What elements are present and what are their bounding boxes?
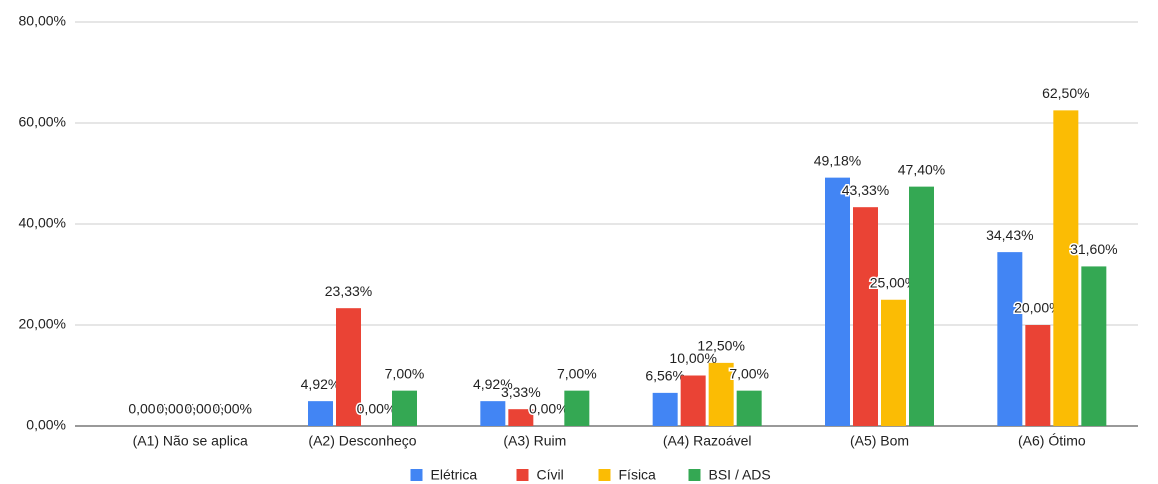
bar [708, 362, 734, 426]
x-tick-label: (A2) Desconheço [308, 433, 416, 449]
value-label: 7,00% [385, 365, 425, 381]
value-label: 62,50% [1042, 85, 1089, 101]
bar [736, 390, 762, 426]
legend-swatch [410, 469, 423, 481]
legend-swatch [688, 469, 701, 481]
bar [825, 177, 850, 426]
bar [480, 401, 506, 426]
y-tick-label: 60,00% [19, 114, 66, 130]
value-label: 0,00% [529, 401, 569, 417]
bar [997, 252, 1023, 426]
legend-label: BSI / ADS [709, 467, 771, 483]
value-label: 10,00% [669, 350, 716, 366]
y-tick-label: 40,00% [19, 215, 66, 231]
x-tick-label: (A1) Não se aplica [133, 433, 248, 449]
bar [564, 390, 590, 426]
value-label: 7,00% [729, 365, 769, 381]
value-label: 0,00% [357, 401, 397, 417]
bar [1053, 110, 1079, 426]
y-tick-label: 0,00% [26, 417, 66, 433]
y-tick-label: 80,00% [19, 13, 66, 29]
legend-label: Física [619, 467, 657, 483]
bar [308, 401, 333, 426]
bar [909, 186, 934, 426]
value-label: 43,33% [842, 182, 889, 198]
x-tick-label: (A5) Bom [850, 433, 909, 449]
value-label: 0,00% [212, 401, 252, 417]
legend-swatch [598, 469, 611, 481]
value-label: 20,00% [1014, 300, 1061, 316]
value-label: 23,33% [325, 283, 372, 299]
bar [881, 299, 906, 426]
bar [1025, 325, 1051, 426]
bar [853, 207, 878, 426]
bar [336, 308, 361, 426]
value-label: 4,92% [473, 376, 513, 392]
value-label: 6,56% [645, 368, 685, 384]
legend-label: Cívil [537, 467, 564, 483]
value-label: 0,00% [184, 401, 224, 417]
value-label: 3,33% [501, 384, 541, 400]
bar [680, 375, 706, 426]
value-label: 0,00% [128, 401, 168, 417]
bar [508, 409, 534, 426]
value-label: 25,00% [870, 274, 917, 290]
y-tick-label: 20,00% [19, 316, 66, 332]
value-label: 12,50% [697, 338, 744, 354]
bar [392, 390, 417, 426]
x-tick-label: (A3) Ruim [503, 433, 566, 449]
value-label: 47,40% [898, 161, 945, 177]
bar [1081, 266, 1107, 426]
value-label: 49,18% [814, 152, 861, 168]
legend-label: Elétrica [431, 467, 478, 483]
legend-swatch [516, 469, 529, 481]
value-label: 7,00% [557, 365, 597, 381]
value-label: 4,92% [301, 376, 341, 392]
value-label: 0,00% [156, 401, 196, 417]
x-tick-label: (A6) Ótimo [1018, 433, 1086, 449]
value-label: 31,60% [1070, 241, 1117, 257]
value-label: 34,43% [986, 227, 1033, 243]
x-tick-label: (A4) Razoável [663, 433, 752, 449]
bar [652, 392, 678, 426]
